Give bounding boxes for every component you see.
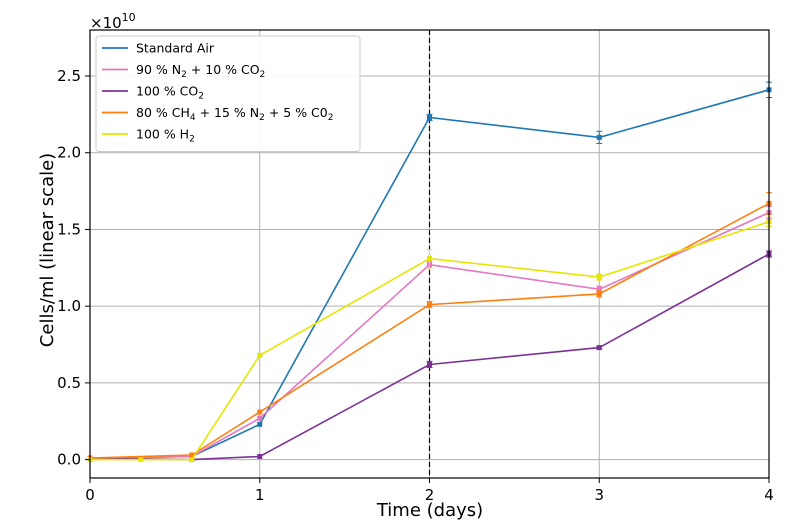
data-point-3-3 — [427, 302, 432, 308]
x-tick-label-2: 2 — [425, 486, 435, 504]
y-tick-label-2: 1.0 — [57, 297, 81, 315]
y-tick-label-5: 2.5 — [57, 67, 81, 85]
data-point-1-4 — [596, 286, 602, 292]
data-point-4-2 — [189, 457, 195, 463]
y-tick-label-1: 0.5 — [57, 374, 81, 392]
y-axis-multiplier: ×1010 — [90, 11, 136, 32]
data-point-3-1 — [189, 452, 195, 458]
x-tick-label-1: 1 — [255, 486, 265, 504]
legend-label-2: 100 % CO2 — [136, 84, 204, 102]
y-tick-label-3: 1.5 — [57, 220, 81, 238]
x-axis-label: Time (days) — [376, 500, 483, 521]
x-tick-label-0: 0 — [85, 486, 95, 504]
series-line-1 — [89, 211, 770, 459]
series-line-3 — [89, 202, 770, 459]
y-tick-label-0: 0.0 — [57, 451, 81, 469]
legend-label-4: 100 % H2 — [136, 127, 195, 145]
data-point-3-4 — [596, 291, 602, 297]
y-axis-label: Cells/ml (linear scale) — [37, 153, 58, 347]
data-point-4-3 — [257, 352, 263, 358]
data-point-1-2 — [257, 415, 263, 421]
legend: Standard Air 90 % N2 + 10 % CO2 100 % CO2 8… — [95, 35, 361, 152]
data-point-0-2 — [257, 421, 263, 427]
data-point-2-3 — [427, 361, 432, 367]
y-tick-label-4: 2.0 — [57, 144, 81, 162]
data-point-4-1 — [138, 457, 144, 463]
data-point-4-5 — [596, 274, 602, 280]
legend-label-1: 90 % N2 + 10 % CO2 — [136, 62, 265, 80]
x-tick-label-4: 4 — [764, 486, 774, 504]
data-point-4-4 — [427, 256, 432, 262]
data-point-0-4 — [596, 134, 602, 140]
legend-label-3: 80 % CH4 + 15 % N2 + 5 % C02 — [136, 105, 333, 123]
data-point-3-2 — [257, 409, 263, 415]
axis-ticks: 0 1 2 3 4 0.0 0.5 1.0 1.5 2.0 2.5 — [57, 67, 774, 504]
data-point-0-3 — [427, 114, 432, 120]
data-point-2-2 — [257, 454, 263, 460]
legend-label-0: Standard Air — [136, 41, 215, 56]
x-tick-label-3: 3 — [594, 486, 604, 504]
data-point-2-4 — [596, 345, 602, 351]
legend-box — [95, 35, 361, 152]
